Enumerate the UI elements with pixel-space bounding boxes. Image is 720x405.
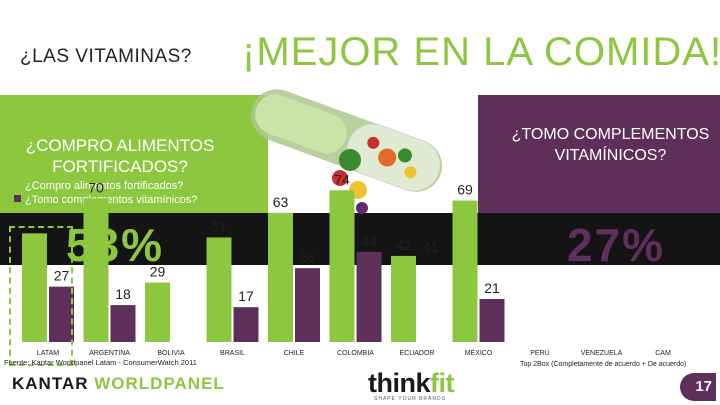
left-question: ¿COMPRO ALIMENTOS FORTIFICADOS? [25,136,215,176]
data-label-fortified-mexico: 69 [457,182,473,198]
data-label-fortified-colombia: 74 [334,171,350,187]
legend-item-fortified: ¿Compro alimentos fortificados? [14,180,183,192]
kantar-logo-text: KANTAR [12,374,95,393]
footer [0,370,720,405]
data-label-fortified-brasil: 51 [211,218,227,234]
category-label-venezuela: VENEZUELA [581,350,623,357]
right-purple-band [478,95,720,213]
category-label-argentina: ARGENTINA [89,350,130,357]
big-percent-supplements: 27% [567,219,666,271]
data-label-fortified-ecuador: 42 [396,237,412,253]
data-label-fortified-bolivia: 29 [150,264,166,280]
kantar-worldpanel-logo: KANTAR WORLDPANEL [12,374,225,394]
bar-supplements-latam [49,286,74,342]
category-label-colombia: COLOMBIA [337,350,374,357]
bar-fortified-ecuador [391,255,416,342]
bar-fortified-argentina [83,198,109,342]
category-label-brasil: BRASIL [220,350,245,357]
thinkfit-logo: thinkfit [368,368,454,399]
legend-swatch-green [14,181,21,188]
bar-supplements-mexico [479,298,505,342]
data-label-fortified-chile: 63 [273,194,289,210]
latam-highlight-box [9,226,73,366]
data-label-supplements-brasil: 17 [238,288,254,304]
bar-supplements-brasil [233,307,259,342]
bar-fortified-colombia [329,190,355,342]
big-percent-fortified: 53% [66,219,165,271]
bar-supplements-argentina [110,305,136,342]
page-title: ¡MEJOR EN LA COMIDA! [242,30,720,74]
category-label-mexico: MÉXICO [465,348,493,357]
data-label-supplements-argentina: 18 [115,286,131,302]
source-note: Fuente: Kantar Worldpanel Latam - Consum… [4,358,197,367]
category-label-bolivia: BOLIVIA [157,350,185,357]
data-label-supplements-chile: 36 [300,249,316,265]
page-number: 17 [680,373,716,401]
bar-supplements-chile [295,268,320,342]
category-label-cam: CAM [655,350,671,357]
bar-fortified-chile [268,212,293,342]
top2box-note: Top 2Box (Completamente de acuerdo + De … [520,361,687,368]
category-label-latam: LATAM [37,350,59,357]
category-label-peru: PERÚ [530,348,549,357]
data-label-supplements-colombia: 44 [361,233,377,249]
bar-fortified-brasil [206,237,232,342]
left-green-band [0,95,268,213]
bar-fortified-mexico [452,200,478,342]
think-logo-text: think [368,368,431,398]
data-label-supplements-latam: 27 [54,268,70,284]
category-label-chile: CHILE [284,350,305,357]
legend-label-supplements: ¿Tomo complementos vitamínicos? [25,194,198,206]
worldpanel-logo-text: WORLDPANEL [94,374,225,393]
legend-label-fortified: ¿Compro alimentos fortificados? [25,180,184,192]
data-label-fortified-argentina: 70 [88,180,104,196]
right-question: ¿TOMO COMPLEMENTOS VITAMÍNICOS? [511,126,710,164]
legend-item-supplements: ¿Tomo complementos vitamínicos? [14,194,197,206]
bar-supplements-colombia [356,251,382,342]
data-label-supplements-ecuador: 41 [423,239,439,255]
fit-logo-text: fit [430,368,454,398]
bar-fortified-bolivia [145,282,170,342]
thinkfit-slogan: SHAPE YOUR BRANDS [374,396,446,402]
legend-swatch-purple [14,195,21,202]
category-label-ecuador: ECUADOR [399,350,434,357]
bar-fortified-latam [22,233,47,342]
title-small: ¿LAS VITAMINAS? [20,46,192,67]
data-label-supplements-mexico: 21 [484,280,500,296]
